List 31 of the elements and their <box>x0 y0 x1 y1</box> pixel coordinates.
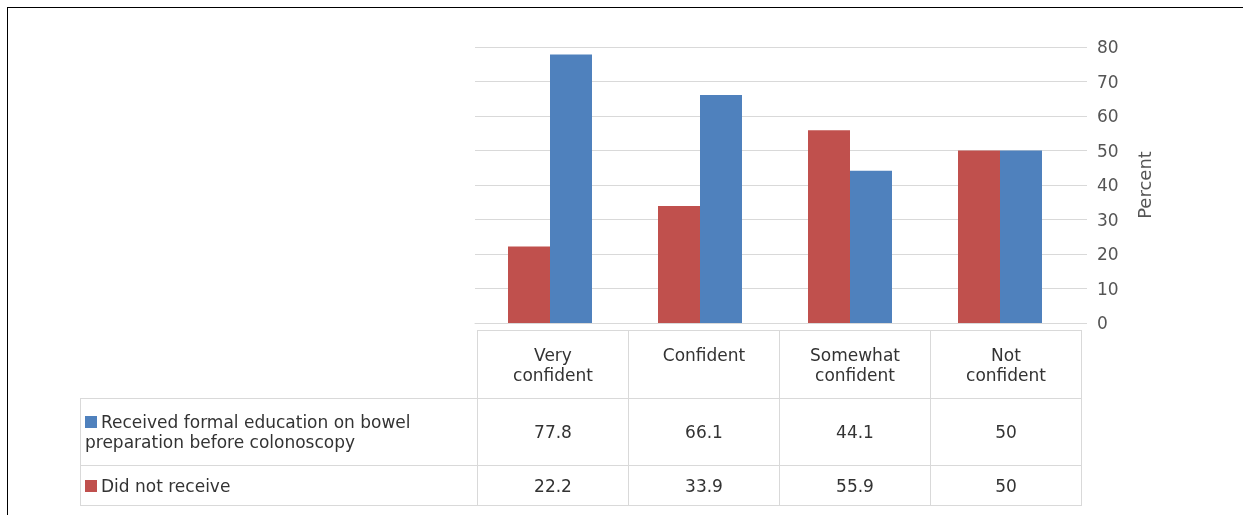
bar <box>808 130 850 323</box>
y-tick-label: 30 <box>1097 209 1119 230</box>
y-tick-label: 80 <box>1097 37 1119 57</box>
y-tick-label: 40 <box>1097 175 1119 195</box>
y-tick-label: 50 <box>1097 140 1119 161</box>
data-label: 77.8 <box>477 398 629 466</box>
bar <box>1000 150 1042 323</box>
bar <box>850 170 892 323</box>
y-tick-label: 70 <box>1097 71 1119 92</box>
legend-label: Did not receive <box>101 475 231 496</box>
y-axis-title: Percent <box>1133 151 1155 219</box>
legend-label: Received formal education on bowel preparation before colonoscopy <box>85 412 411 452</box>
y-tick-label: 60 <box>1097 106 1119 126</box>
x-tick-label: Very confident <box>477 330 629 399</box>
bar <box>550 54 592 323</box>
y-tick-label: 20 <box>1097 244 1119 264</box>
x-tick-label: Somewhat confident <box>779 330 931 399</box>
bar <box>658 206 700 323</box>
data-label: 33.9 <box>628 465 780 506</box>
data-label: 66.1 <box>628 398 780 466</box>
bar <box>958 150 1000 323</box>
data-label: 44.1 <box>779 398 931 466</box>
y-tick-label: 10 <box>1097 278 1119 299</box>
data-label: 22.2 <box>477 465 629 506</box>
data-label: 50 <box>930 465 1082 506</box>
x-tick-label: Confident <box>628 330 780 399</box>
bar <box>508 246 550 323</box>
x-tick-label: Not confident <box>930 330 1082 399</box>
y-tick-label: 0 <box>1097 313 1108 333</box>
bar <box>700 94 742 323</box>
data-label: 55.9 <box>779 465 931 506</box>
